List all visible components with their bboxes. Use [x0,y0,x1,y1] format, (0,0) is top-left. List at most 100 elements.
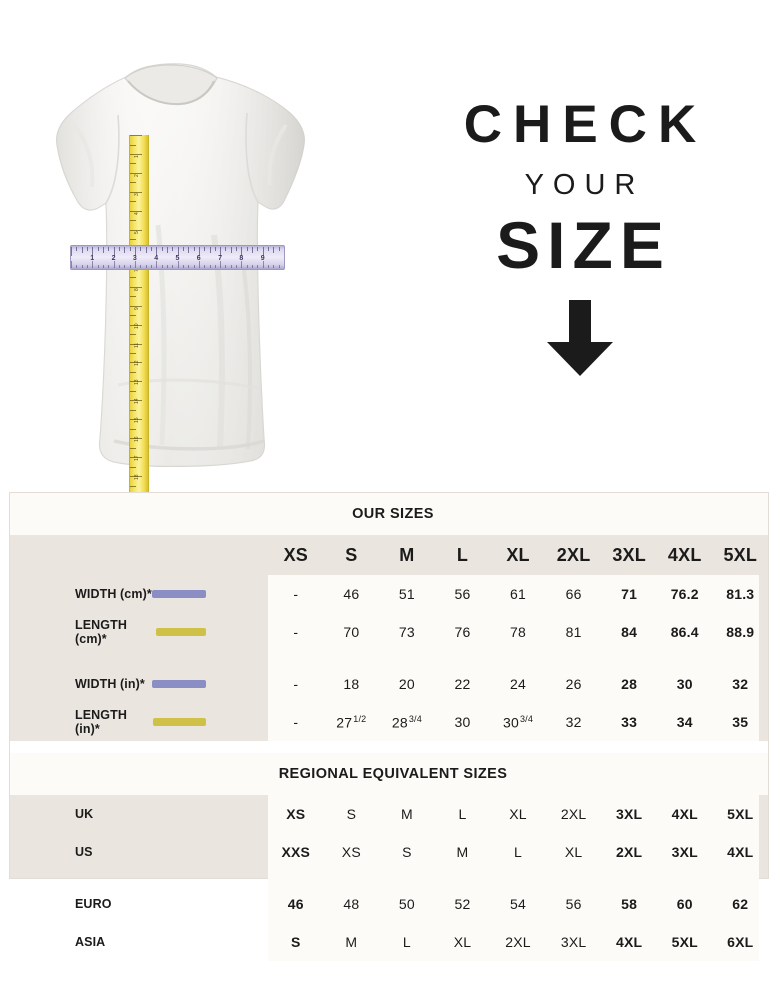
size-column-header-row: XS S M L XL 2XL 3XL 4XL 5XL [10,535,768,575]
region-label-text: UK [75,807,94,821]
measurement-label-text: LENGTH (in)* [75,708,127,736]
table-cell: 48 [343,896,360,912]
table-cell: 2XL [560,806,587,822]
table-cell: 24 [510,676,527,692]
legend-color-swatch [152,590,206,598]
size-column-header: 3XL [612,544,646,565]
table-cell: M [456,844,469,860]
table-row: US XXS XS S M L XL 2XL 3XL 4XL [10,833,768,871]
measurement-label-text: WIDTH (cm)* [75,587,152,601]
size-column-header: L [456,544,469,565]
size-column-header: XS [283,544,308,565]
tshirt-icon [56,63,305,468]
data-cells: XS S M L XL 2XL 3XL 4XL 5XL [268,806,768,822]
fraction-superscript: 3/4 [519,713,534,724]
table-cell: 70 [343,624,360,640]
table-cell: 71 [621,586,638,602]
headline-check: CHECK [463,95,708,154]
region-row-label: US [10,845,268,859]
data-cells: 46 48 50 52 54 56 58 60 62 [268,896,768,912]
measurement-row-label: LENGTH (in)* [10,708,268,736]
region-label-text: EURO [75,897,112,911]
regional-sizes-rows: UK XS S M L XL 2XL 3XL 4XL 5XL US XXS XS S M L XL 2XL 3XL 4… [10,795,768,961]
table-cell: 32 [732,676,749,692]
region-row-label: ASIA [10,935,268,949]
table-cell: M [345,934,358,950]
table-cell: 2XL [505,934,531,950]
data-cells: XXS XS S M L XL 2XL 3XL 4XL [268,844,768,860]
table-row: LENGTH (in)* - 271/2 283/4 30 303/4 32 33 34 35 [10,703,768,741]
table-cell: 51 [398,586,415,602]
size-column-headers: XS S M L XL 2XL 3XL 4XL 5XL [268,545,768,566]
table-cell: 20 [398,676,415,692]
region-label-text: US [75,845,93,859]
our-sizes-data-pane [268,575,759,741]
regional-sizes-title: REGIONAL EQUIVALENT SIZES [278,766,508,782]
size-column-header: S [345,544,358,565]
vertical-measuring-tape: 1234567891011121314151617181920 [129,135,149,533]
table-cell: 2XL [616,844,643,860]
row-group-spacer [10,651,768,665]
table-cell: L [402,934,411,950]
table-cell: 81.3 [726,586,755,602]
table-cell: S [291,934,301,950]
table-cell: XS [341,844,361,860]
table-cell: XS [286,806,306,822]
table-cell: 61 [510,586,527,602]
table-cell: XXS [281,844,311,860]
section-divider [10,741,768,753]
our-sizes-body: WIDTH (cm)* - 46 51 56 61 66 71 76.2 81.3 LENGTH (… [10,575,768,741]
region-label-text: ASIA [75,935,106,949]
legend-color-swatch [155,628,206,636]
region-row-label: UK [10,807,268,821]
fraction-superscript: 1/2 [353,713,367,724]
hero-section: 1234567891011121314151617181920 12345678… [0,0,781,533]
our-sizes-band: OUR SIZES [10,493,768,535]
table-cell: 303/4 [502,713,534,731]
table-cell: L [514,844,523,860]
hero-headline: CHECK YOUR SIZE [400,98,760,376]
table-cell: L [458,806,467,822]
table-cell: 5XL [727,806,754,822]
table-cell: 54 [510,896,527,912]
size-column-header: XL [506,544,530,565]
our-sizes-header-grid: XS S M L XL 2XL 3XL 4XL 5XL [10,535,768,575]
table-cell: 76 [454,624,471,640]
table-cell: 46 [343,586,360,602]
table-row: EURO 46 48 50 52 54 56 58 60 62 [10,885,768,923]
table-cell: XL [453,934,472,950]
table-row: ASIA S M L XL 2XL 3XL 4XL 5XL 6XL [10,923,768,961]
table-cell: 26 [565,676,582,692]
table-cell: 4XL [616,934,643,950]
table-cell: 271/2 [336,713,367,731]
table-cell: 58 [621,896,638,912]
down-arrow-icon [547,300,613,376]
size-column-header: 4XL [667,544,702,565]
table-cell: 4XL [727,844,754,860]
regional-sizes-data-pane [268,795,759,961]
table-cell: 60 [676,896,693,912]
table-cell: 30 [454,713,471,730]
table-cell: S [346,806,357,822]
size-column-header: 5XL [723,544,758,565]
down-arrow-wrap [400,300,760,376]
table-row: UK XS S M L XL 2XL 3XL 4XL 5XL [10,795,768,833]
table-cell: 32 [565,713,582,730]
headline-your: YOUR [524,169,645,201]
table-cell: 3XL [616,806,643,822]
table-cell: XL [564,844,583,860]
tshirt-illustration: 1234567891011121314151617181920 12345678… [18,55,338,533]
table-cell: 18 [343,676,360,692]
row-group-spacer [10,871,768,885]
headline-size: SIZE [496,208,671,282]
table-cell: 88.9 [726,624,755,640]
table-cell: 5XL [671,934,698,950]
table-cell: 30 [676,676,693,692]
data-cells: S M L XL 2XL 3XL 4XL 5XL 6XL [268,934,768,950]
table-cell: 3XL [560,934,587,950]
table-cell: - [293,676,299,692]
table-cell: 66 [565,586,582,602]
table-cell: 46 [287,896,304,912]
table-cell: 78 [510,624,527,640]
